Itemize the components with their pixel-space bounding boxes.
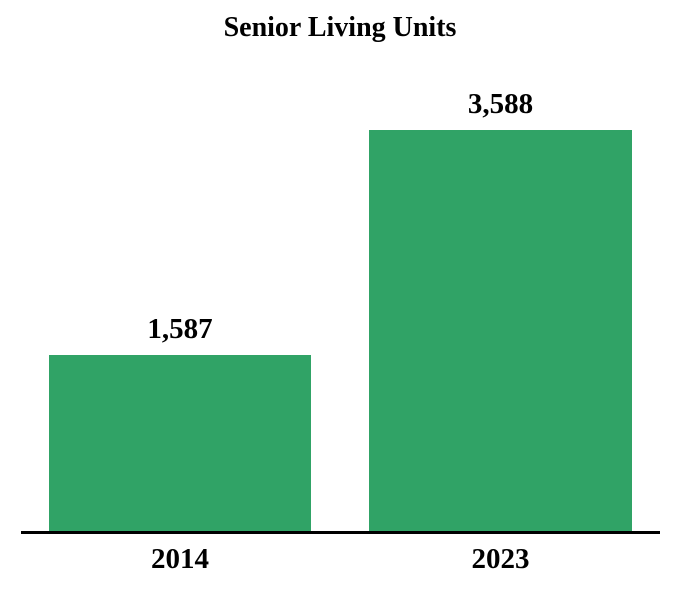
bar-2014: [49, 355, 311, 533]
x-tick-label-2014: 2014: [151, 543, 209, 575]
bar-group-2023: 3,588: [369, 90, 632, 533]
chart-title: Senior Living Units: [223, 12, 457, 43]
bar-2023: [369, 130, 632, 533]
x-axis-line: [21, 531, 660, 534]
value-label-2014: 1,587: [147, 313, 213, 345]
x-tick-label-2023: 2023: [471, 543, 530, 575]
bar-group-2014: 1,587: [49, 315, 311, 533]
value-label-2023: 3,588: [467, 88, 534, 120]
